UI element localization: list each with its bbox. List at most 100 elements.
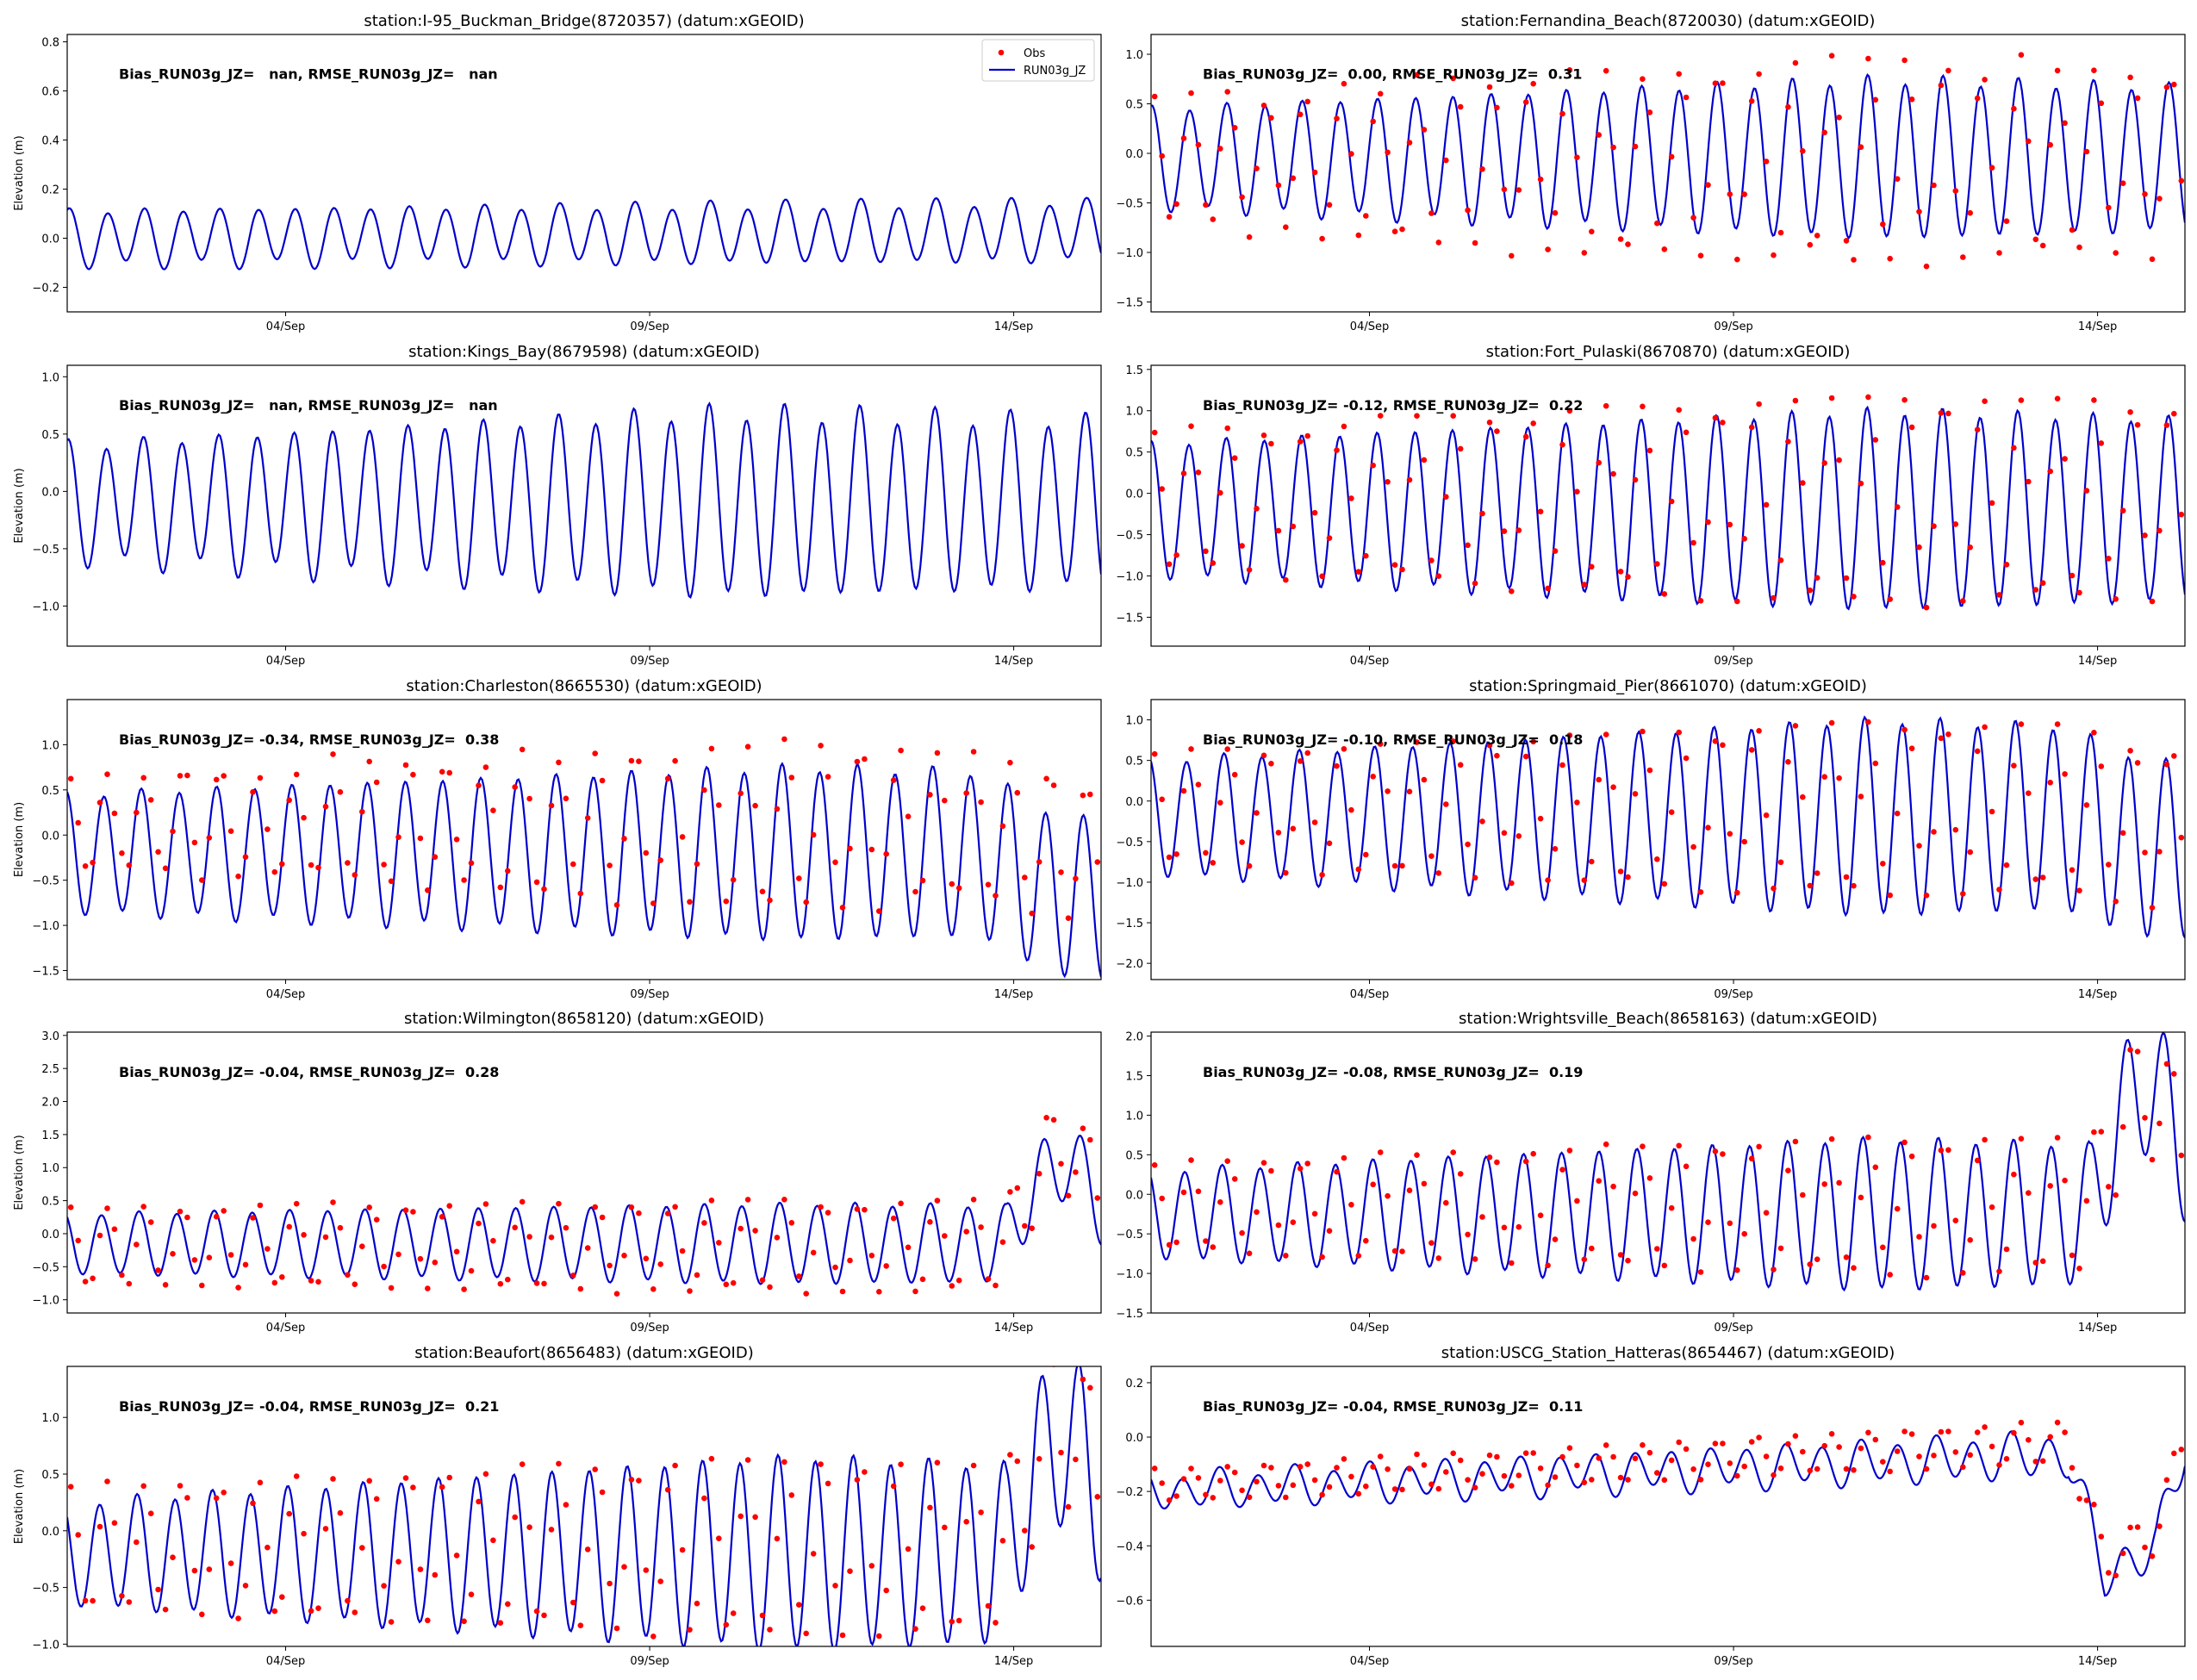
stats-annotation: Bias_RUN03g_JZ= -0.04, RMSE_RUN03g_JZ= 0… bbox=[1203, 1398, 1583, 1415]
obs-point bbox=[352, 872, 358, 878]
obs-point bbox=[1326, 535, 1333, 541]
obs-point bbox=[250, 1500, 256, 1507]
y-axis-label: Elevation (m) bbox=[13, 802, 26, 877]
obs-point bbox=[293, 771, 300, 778]
obs-point bbox=[388, 878, 395, 885]
obs-point bbox=[1982, 398, 1988, 405]
obs-point bbox=[90, 1597, 96, 1604]
obs-point bbox=[1851, 1467, 1857, 1473]
y-tick-label: −0.5 bbox=[32, 544, 59, 557]
obs-point bbox=[592, 1466, 598, 1472]
obs-point bbox=[177, 1208, 184, 1215]
obs-point bbox=[1159, 1195, 1165, 1202]
obs-point bbox=[1537, 1212, 1544, 1218]
obs-point bbox=[119, 850, 125, 856]
legend-obs-marker bbox=[998, 49, 1005, 56]
obs-point bbox=[1720, 420, 1726, 426]
obs-point bbox=[1515, 187, 1522, 193]
obs-point bbox=[949, 880, 955, 887]
obs-point bbox=[1727, 191, 1733, 197]
obs-point bbox=[927, 792, 933, 798]
obs-point bbox=[599, 1489, 606, 1496]
obs-point bbox=[1625, 241, 1631, 247]
y-tick-label: 0.0 bbox=[1125, 488, 1143, 501]
obs-point bbox=[788, 775, 795, 781]
obs-point bbox=[75, 1532, 81, 1538]
obs-point bbox=[126, 1280, 133, 1287]
obs-point bbox=[1014, 789, 1021, 796]
obs-point bbox=[1311, 169, 1318, 176]
obs-point bbox=[1224, 746, 1230, 752]
obs-point bbox=[2119, 507, 2126, 513]
obs-point bbox=[657, 857, 663, 863]
obs-point bbox=[417, 835, 424, 842]
obs-point bbox=[126, 862, 133, 868]
obs-point bbox=[286, 1510, 293, 1517]
y-tick-label: −1.0 bbox=[1116, 1268, 1143, 1281]
obs-point bbox=[1814, 1465, 1820, 1472]
x-tick-label: 04/Sep bbox=[266, 655, 305, 668]
obs-point bbox=[1697, 1477, 1704, 1483]
subplot-7: station:Wilmington(8658120) (datum:xGEOI… bbox=[13, 1010, 1102, 1335]
obs-point bbox=[2091, 397, 2097, 403]
y-tick-label: 0.0 bbox=[41, 233, 59, 246]
obs-point bbox=[1646, 1175, 1653, 1181]
y-tick-label: 1.0 bbox=[1125, 406, 1143, 419]
obs-point bbox=[985, 881, 992, 888]
obs-point bbox=[468, 1267, 475, 1274]
obs-point bbox=[366, 1478, 373, 1484]
obs-point bbox=[1974, 426, 1981, 433]
obs-point bbox=[1938, 82, 1945, 89]
y-tick-label: −0.6 bbox=[1116, 1595, 1143, 1608]
obs-point bbox=[752, 1514, 758, 1521]
obs-point bbox=[1967, 1237, 1973, 1243]
obs-point bbox=[1989, 500, 1995, 507]
obs-point bbox=[701, 1220, 707, 1226]
obs-point bbox=[1632, 476, 1639, 483]
obs-point bbox=[1290, 523, 1297, 530]
obs-point bbox=[1901, 57, 1908, 64]
obs-point bbox=[468, 1591, 475, 1597]
obs-point bbox=[1865, 719, 1871, 725]
obs-point bbox=[2018, 721, 2025, 727]
obs-point bbox=[1385, 788, 1391, 794]
obs-point bbox=[119, 1593, 125, 1599]
obs-point bbox=[955, 885, 962, 892]
obs-point bbox=[330, 751, 336, 757]
obs-point bbox=[1960, 254, 1966, 260]
obs-point bbox=[1617, 236, 1624, 242]
obs-point bbox=[1391, 562, 1398, 568]
obs-point bbox=[1887, 1468, 1893, 1475]
obs-point bbox=[1836, 1179, 1842, 1186]
obs-point bbox=[2178, 1152, 2185, 1159]
obs-point bbox=[2003, 1246, 2010, 1253]
obs-point bbox=[1712, 738, 1719, 744]
obs-point bbox=[1421, 1462, 1428, 1468]
obs-point bbox=[402, 1207, 409, 1213]
obs-point bbox=[650, 1633, 657, 1640]
obs-point bbox=[664, 1210, 671, 1216]
obs-point bbox=[2032, 587, 2039, 593]
obs-point bbox=[1589, 563, 1595, 570]
obs-point bbox=[1894, 810, 1901, 817]
obs-point bbox=[170, 828, 176, 835]
obs-point bbox=[1283, 1253, 1289, 1259]
obs-point bbox=[1559, 762, 1565, 768]
obs-point bbox=[206, 835, 213, 841]
obs-point bbox=[1385, 479, 1391, 485]
obs-point bbox=[1036, 1456, 1042, 1462]
obs-point bbox=[664, 775, 671, 781]
obs-point bbox=[315, 1279, 321, 1285]
plot-area bbox=[67, 1366, 1101, 1646]
obs-point bbox=[1908, 745, 1915, 751]
obs-point bbox=[1203, 202, 1209, 208]
obs-point bbox=[1545, 1262, 1551, 1269]
obs-point bbox=[1792, 1138, 1799, 1145]
obs-point bbox=[330, 1199, 336, 1205]
obs-point bbox=[1617, 1252, 1624, 1258]
subplot-10: station:USCG_Station_Hatteras(8654467) (… bbox=[1116, 1344, 2186, 1668]
obs-point bbox=[2149, 1553, 2156, 1559]
obs-point bbox=[1596, 1455, 1602, 1461]
obs-point bbox=[1341, 746, 1347, 752]
obs-point bbox=[1159, 1480, 1165, 1486]
